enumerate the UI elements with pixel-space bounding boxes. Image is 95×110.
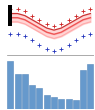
Bar xyxy=(51,97,57,109)
Bar xyxy=(29,84,35,109)
Bar xyxy=(8,5,12,26)
Bar xyxy=(87,64,93,109)
Bar xyxy=(58,99,64,109)
Bar xyxy=(66,99,72,109)
Bar xyxy=(15,74,21,109)
Bar xyxy=(80,70,86,109)
Bar xyxy=(7,61,13,109)
Bar xyxy=(44,95,50,109)
Bar xyxy=(73,100,79,109)
Bar xyxy=(36,88,42,109)
Bar xyxy=(22,74,28,109)
